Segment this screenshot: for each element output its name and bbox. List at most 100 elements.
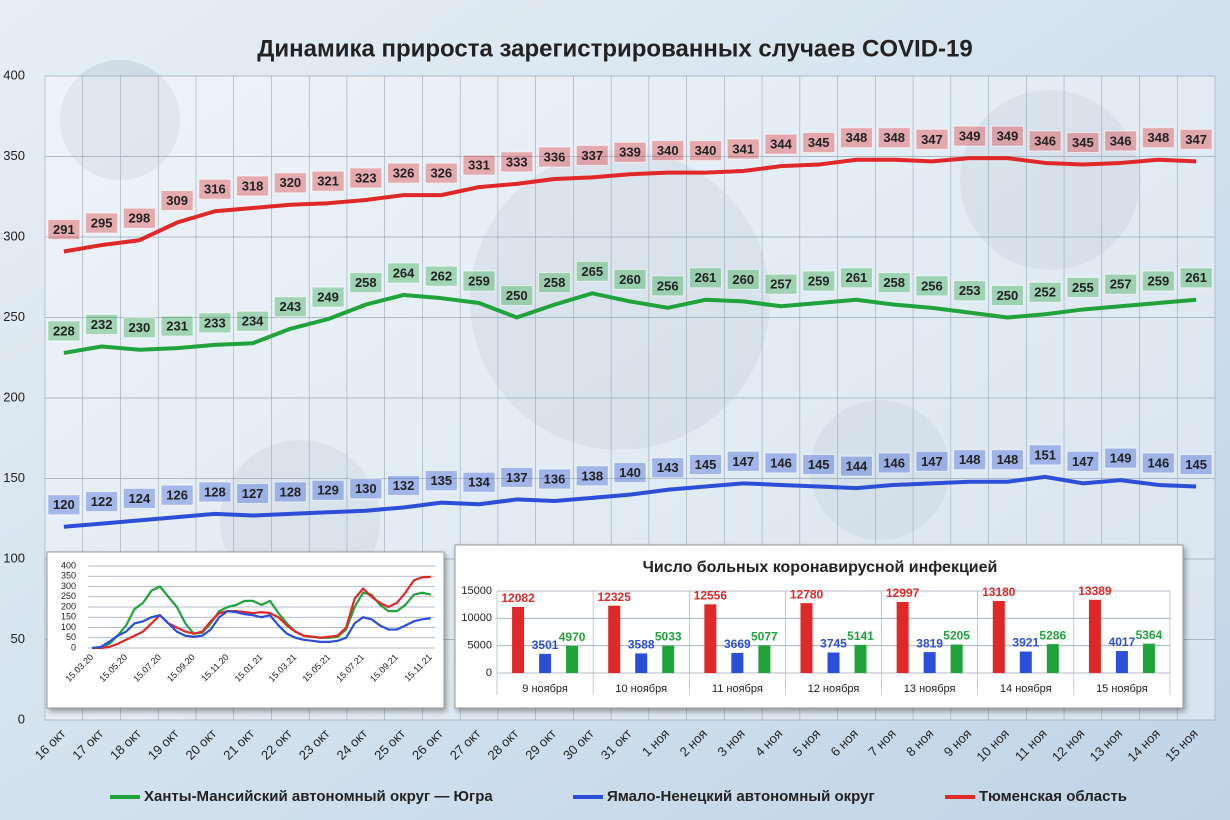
data-label: 3501 [532,638,559,652]
data-label: 348 [883,130,905,145]
data-label-box [160,484,194,506]
data-label-box [424,162,458,184]
data-label: 13389 [1078,584,1112,598]
data-label-box [538,146,572,168]
data-label: 5141 [847,629,874,643]
data-label: 253 [959,283,981,298]
bar [1142,643,1155,673]
x-tick-label: 13 ноября [904,683,956,695]
data-label: 348 [846,130,868,145]
y-tick-label: 0 [486,667,492,679]
bar [1046,644,1059,673]
x-tick-label: 12 ноября [808,683,860,695]
y-tick-label: 250 [61,591,76,601]
data-label: 341 [732,141,754,156]
data-label-box [613,268,647,290]
data-label-box [538,272,572,294]
data-label: 243 [279,299,301,314]
data-label: 13180 [982,585,1016,599]
data-label-box [160,315,194,337]
data-label: 136 [544,471,566,486]
data-label-box [1104,273,1138,295]
data-label: 259 [1148,273,1170,288]
data-label-box [122,207,156,229]
data-label: 147 [1072,454,1094,469]
data-label: 130 [355,481,377,496]
data-label: 340 [657,143,679,158]
data-label-box [500,285,534,306]
data-label: 135 [430,473,452,488]
data-label-box [311,286,345,308]
data-label-box [1028,444,1062,466]
data-label-box [500,466,534,488]
data-label: 148 [997,452,1019,467]
y-tick-label: 10000 [461,612,492,624]
y-tick-label: 0 [71,642,76,652]
line [63,291,1197,355]
y-tick-label: 50 [66,632,76,642]
bar [512,606,525,673]
y-tick-label: 250 [3,309,25,324]
data-label-box [198,312,232,334]
data-label: 5205 [943,629,970,643]
y-tick-label: 300 [61,581,76,591]
bar [1088,599,1101,673]
data-label: 233 [204,315,226,330]
data-label-box [726,450,760,472]
data-label-box [85,491,119,513]
data-label: 260 [619,272,641,287]
data-label: 252 [1034,285,1056,300]
data-label: 337 [581,148,603,163]
data-label-box [651,457,685,479]
data-label: 250 [506,288,528,303]
data-label-box [349,167,383,189]
x-tick-label: 11 ноября [712,683,763,695]
data-label: 122 [91,494,113,509]
data-label: 261 [695,270,717,285]
data-label: 12325 [598,590,632,604]
data-label-box [575,465,609,487]
data-label-box [387,262,421,284]
y-tick-label: 150 [3,470,25,485]
legend: Ханты-Мансийский автономный округ — Югра… [110,788,1127,805]
data-label: 265 [581,264,603,279]
data-label: 291 [53,222,75,237]
data-label: 349 [959,129,981,144]
bar [608,605,621,673]
data-label-box [1104,447,1138,469]
data-label: 148 [959,452,981,467]
data-label-box [47,494,81,516]
data-label: 298 [129,211,151,226]
data-label: 345 [1072,135,1094,150]
data-label-box [915,275,949,297]
legend-label: Тюменская область [979,788,1127,805]
data-label-box [47,320,81,342]
data-label-box [613,462,647,484]
data-label-box [311,479,345,501]
line [92,610,431,650]
data-label-box [1141,452,1175,474]
bar [1115,651,1128,673]
bar [635,653,648,673]
data-label-box [839,127,873,149]
data-label-box [726,268,760,290]
data-label: 3745 [820,637,847,651]
bar [566,645,579,673]
data-label: 145 [695,457,717,472]
data-label-box [85,313,119,335]
inset-panel [454,544,1184,709]
y-tick-label: 50 [11,631,25,646]
data-label: 128 [204,484,226,499]
bar [731,652,744,673]
data-label: 336 [544,149,566,164]
data-label: 143 [657,460,679,475]
bar [758,645,771,673]
data-label-box [462,471,496,493]
data-label: 145 [808,457,830,472]
data-label-box [1066,450,1100,472]
data-label-box [575,144,609,166]
data-label-box [1179,128,1213,150]
data-label: 331 [468,158,490,173]
data-label-box [764,133,798,155]
bar [827,652,840,673]
